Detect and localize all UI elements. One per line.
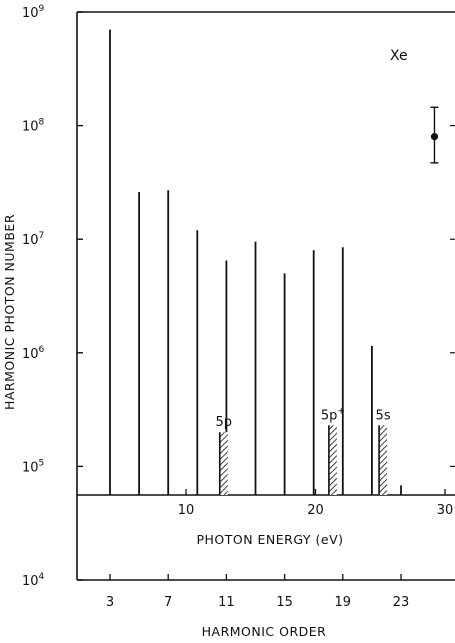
y-axis-title: HARMONIC PHOTON NUMBER xyxy=(2,214,17,410)
y-tick-label: 105 xyxy=(22,458,44,475)
order-tick-label: 23 xyxy=(393,595,410,610)
threshold-label: 5p+ xyxy=(321,406,345,423)
threshold-label: 5s xyxy=(376,408,391,423)
y-tick-label: 106 xyxy=(22,345,45,362)
order-axis-ticks: 3 7 11 15 19 23 xyxy=(106,574,409,610)
error-bar xyxy=(430,106,439,164)
energy-axis-title: PHOTON ENERGY (eV) xyxy=(196,532,343,547)
error-bar-point xyxy=(430,133,439,141)
ionization-thresholds: 5p 5p+ 5s xyxy=(215,406,391,495)
order-tick-label: 15 xyxy=(276,595,293,610)
harmonic-bars xyxy=(109,29,402,495)
element-label: Xe xyxy=(390,48,408,64)
y-tick-label: 108 xyxy=(22,118,45,135)
y-tick-label: 107 xyxy=(22,231,44,248)
y-axis-ticks: 104 105 106 107 108 109 xyxy=(22,4,455,589)
threshold-band xyxy=(379,425,388,495)
energy-tick-label: 20 xyxy=(307,503,324,518)
order-axis-title: HARMONIC ORDER xyxy=(202,624,327,639)
threshold-label: 5p xyxy=(215,415,232,430)
order-tick-label: 19 xyxy=(335,595,352,610)
energy-tick-label: 10 xyxy=(178,503,195,518)
order-tick-label: 11 xyxy=(218,595,235,610)
threshold-band xyxy=(219,432,228,495)
threshold-band xyxy=(328,425,337,495)
order-tick-label: 7 xyxy=(164,595,172,610)
energy-tick-label: 30 xyxy=(437,503,454,518)
y-tick-label: 109 xyxy=(22,4,45,21)
energy-axis-ticks: 10 20 30 xyxy=(178,489,454,518)
y-tick-label: 104 xyxy=(22,572,45,589)
order-tick-label: 3 xyxy=(106,595,114,610)
